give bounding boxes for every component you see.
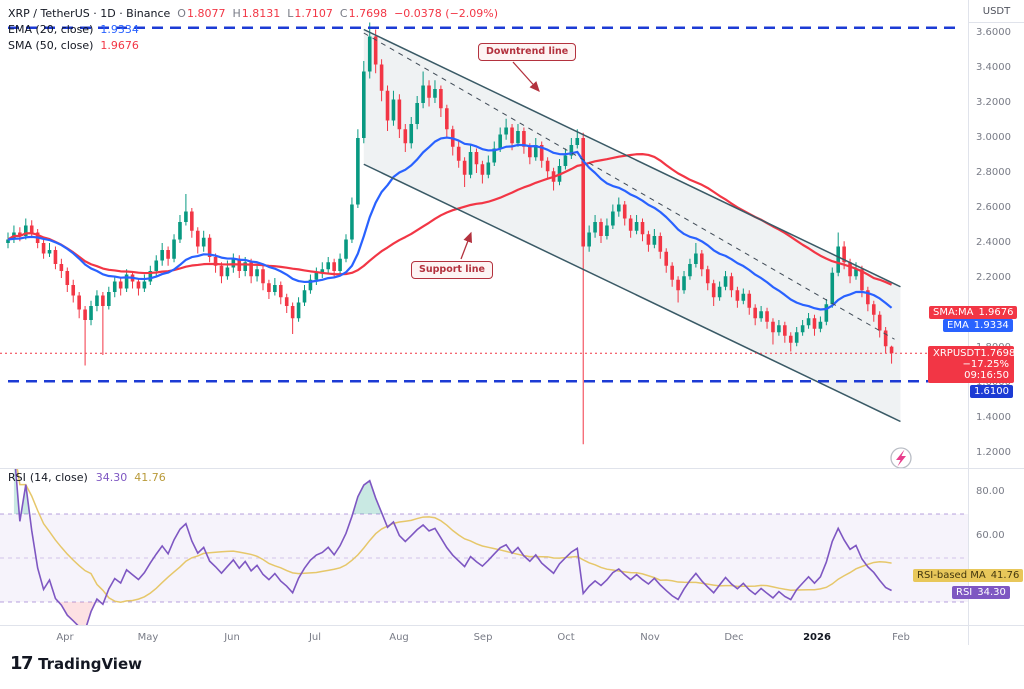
rsi-ma-badge-value: 41.76 [990,570,1020,582]
rsi-badge-label: RSI [956,586,973,598]
time-tick-label[interactable]: Nov [640,632,660,643]
open-value: 1.8077 [186,7,226,20]
footer-bar: 17 TradingView [10,655,142,673]
rsi-value: 34.30 [95,471,128,484]
support-level-badge: 1.6100 [970,385,1013,399]
ema-badge-label: EMA [947,319,969,331]
price-badge-value: 1.7698 [980,348,1016,360]
price-tick-label: 2.4000 [976,237,1011,248]
change-value: −0.0378 (−2.09%) [394,7,499,20]
downtrend-line-callout[interactable]: Downtrend line [478,43,577,61]
tradingview-logo-icon[interactable]: 17 [10,653,34,674]
time-tick-label[interactable]: Oct [557,632,575,643]
support-badge-value: 1.6100 [974,386,1009,398]
time-tick-label[interactable]: Aug [389,632,409,643]
support-line-callout[interactable]: Support line [411,261,493,279]
close-label: C [339,7,348,20]
price-badge-countdown: 09:16:50 [964,370,1009,382]
open-label: O [177,7,186,20]
close-value: 1.7698 [348,7,388,20]
price-tick-label: 3.2000 [976,97,1011,108]
high-label: H [232,7,241,20]
time-tick-label[interactable]: 2026 [803,632,831,643]
price-tick-label: 3.6000 [976,27,1011,38]
currency-label[interactable]: USDT [969,0,1024,23]
tradingview-wordmark[interactable]: TradingView [38,655,142,673]
rsi-title: RSI [8,471,26,484]
time-tick-label[interactable]: Apr [56,632,74,643]
price-tick-label: 1.4000 [976,412,1011,423]
symbol-title[interactable]: XRP / TetherUS · 1D · Binance [8,7,171,20]
price-tick-label: 3.0000 [976,132,1011,143]
low-label: L [287,7,294,20]
rsi-ma-value: 41.76 [134,471,166,484]
rsi-params: (14, close) [29,471,88,484]
low-value: 1.7107 [294,7,333,20]
rsi-axis-badge: RSI 34.30 [952,585,1010,599]
sma-axis-badge: SMA:MA 1.9676 [929,305,1018,319]
ema-label: EMA (20, close) [8,23,94,36]
time-tick-label[interactable]: May [137,632,159,643]
time-tick-label[interactable]: Jun [224,632,240,643]
time-axis[interactable]: Apr May Jun Jul Aug Sep Oct Nov Dec 2026 Feb [0,626,968,648]
time-tick-label[interactable]: Dec [724,632,744,643]
last-price-axis-badge: XRPUSDT 1.7698 −17.25% 09:16:50 [928,346,1016,384]
rsi-badge-value: 34.30 [977,586,1006,598]
sma-badge-label: SMA:MA [933,306,974,318]
sma-legend-row[interactable]: SMA (50, close) 1.9676 [8,39,139,53]
flash-icon[interactable] [890,447,912,469]
price-tick-label: 3.4000 [976,62,1011,73]
ema-legend-row[interactable]: EMA (20, close) 1.9334 [8,23,139,37]
pane-separator[interactable] [0,468,1024,469]
price-tick-label: 2.6000 [976,202,1011,213]
time-tick-label[interactable]: Jul [308,632,322,643]
price-tick-label: 2.2000 [976,272,1011,283]
price-badge-change: −17.25% [962,359,1009,371]
price-badge-symbol: XRPUSDT [933,348,981,360]
ema-axis-badge: EMA 1.9334 [943,318,1013,332]
price-tick-label: 1.2000 [976,447,1011,458]
sma-value: 1.9676 [100,39,139,52]
time-axis-separator [0,625,1024,626]
high-value: 1.8131 [241,7,281,20]
rsi-legend-row[interactable]: RSI (14, close) 34.30 41.76 [8,471,166,485]
rsi-ma-badge-label: RSI-based MA [917,570,986,582]
time-tick-label[interactable]: Feb [892,632,910,643]
time-tick-label[interactable]: Sep [473,632,493,643]
price-tick-label: 2.8000 [976,167,1011,178]
ema-value: 1.9334 [100,23,139,36]
sma-badge-value: 1.9676 [978,306,1014,318]
price-tick-label: 60.00 [976,530,1005,541]
sma-label: SMA (50, close) [8,39,94,52]
rsi-ma-axis-badge: RSI-based MA 41.76 [913,569,1024,583]
price-tick-label: 80.00 [976,486,1005,497]
ema-badge-value: 1.9334 [973,319,1009,331]
